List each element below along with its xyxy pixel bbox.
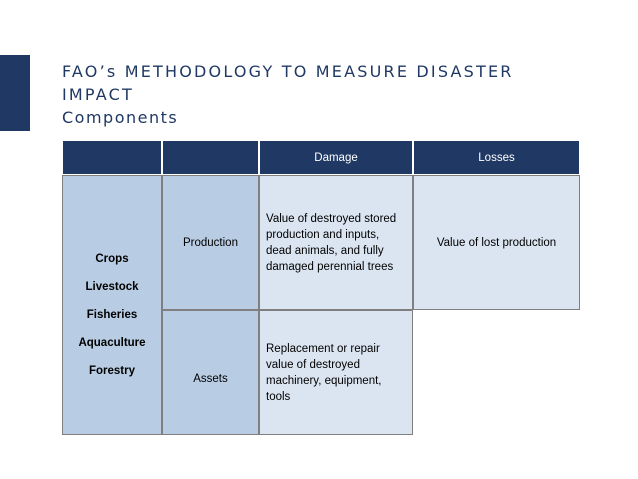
row-label: Assets xyxy=(162,310,259,435)
sector: Aquaculture xyxy=(78,337,146,349)
row-label: Production xyxy=(162,175,259,310)
sector: Crops xyxy=(95,253,129,265)
sector: Fisheries xyxy=(86,309,138,321)
accent-block xyxy=(0,55,30,131)
losses-cell: Value of lost production xyxy=(413,175,580,310)
header-cell xyxy=(62,140,162,175)
subtitle: Components xyxy=(62,108,179,127)
sector-list: Crops Livestock Fisheries Aquaculture Fo… xyxy=(62,175,162,435)
title: FAO’s METHODOLOGY TO MEASURE DISASTER IM… xyxy=(62,62,514,104)
sector: Livestock xyxy=(85,281,139,293)
damage-cell: Value of destroyed stored production and… xyxy=(259,175,413,310)
header-cell: Losses xyxy=(413,140,580,175)
header-cell: Damage xyxy=(259,140,413,175)
sector: Forestry xyxy=(88,365,136,377)
damage-cell: Replacement or repair value of destroyed… xyxy=(259,310,413,435)
header-cell xyxy=(162,140,259,175)
